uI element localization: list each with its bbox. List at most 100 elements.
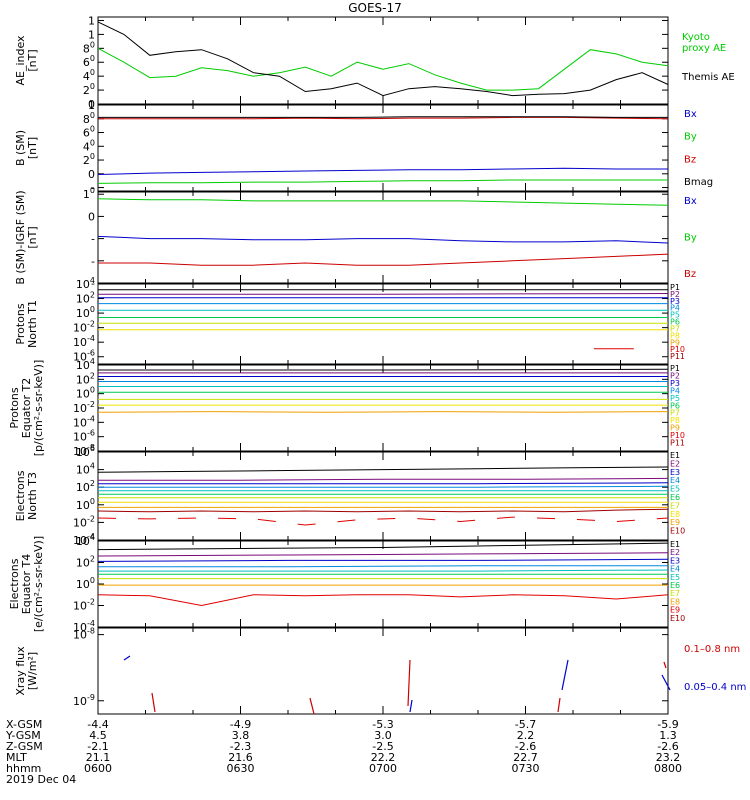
series-line-e3 bbox=[97, 558, 669, 562]
legend-label: P1 bbox=[670, 364, 680, 373]
y-axis-label: B (SM)-IGRF (SM)[nT] bbox=[14, 190, 39, 284]
series-line-bmag bbox=[98, 116, 668, 118]
date-label: 2019 Dec 04 bbox=[6, 773, 76, 786]
series-line-by bbox=[97, 198, 669, 206]
series-line-e1 bbox=[97, 466, 669, 473]
y-tick-label: - bbox=[91, 255, 95, 268]
series-line-e2 bbox=[97, 552, 669, 557]
y-tick-label: 10-6 bbox=[73, 429, 95, 444]
series-line-bz bbox=[98, 116, 669, 120]
xray-segment bbox=[561, 659, 569, 691]
y-tick-label: 102 bbox=[76, 291, 95, 306]
y-axis-label: AE_index[nT] bbox=[14, 35, 39, 86]
x-axis-value: -4.4 bbox=[87, 718, 108, 731]
x-axis-value: 0730 bbox=[512, 762, 540, 775]
x-axis-value: 0800 bbox=[654, 762, 682, 775]
panel-frame bbox=[97, 364, 669, 452]
series-line-p1 bbox=[98, 368, 669, 371]
legend-label: P1 bbox=[670, 283, 680, 292]
y-tick-label: 10-4 bbox=[73, 414, 95, 429]
series-line-e9 bbox=[97, 594, 669, 607]
y-tick-label: 10-2 bbox=[73, 320, 95, 335]
legend-label: proxy AE bbox=[682, 43, 726, 54]
legend-label: Themis AE bbox=[681, 72, 735, 83]
y-tick-label: 60 bbox=[83, 54, 95, 69]
x-axis-value: 23.2 bbox=[656, 751, 681, 764]
series-line-by bbox=[97, 179, 668, 184]
x-axis-value: -5.7 bbox=[515, 718, 536, 731]
x-axis-value: 1.3 bbox=[659, 729, 677, 742]
series-line-e10 bbox=[97, 508, 669, 513]
legend-label: P4 bbox=[670, 304, 680, 313]
x-axis-value: -5.3 bbox=[372, 718, 393, 731]
y-axis-label: Xray flux[W/m²] bbox=[14, 646, 39, 696]
legend-label: E1 bbox=[670, 451, 680, 460]
y-tick-label: 10-4 bbox=[73, 334, 95, 349]
legend-label: E3 bbox=[670, 468, 680, 477]
legend-label: E6 bbox=[670, 581, 680, 590]
legend-label: E8 bbox=[670, 510, 680, 519]
series-line-e1 bbox=[97, 542, 669, 551]
legend-label: E4 bbox=[670, 476, 680, 485]
y-tick-label: 10 bbox=[83, 186, 95, 201]
series-line-e3 bbox=[98, 482, 669, 485]
y-tick-label: 0 bbox=[88, 98, 95, 111]
legend-label: Bz bbox=[684, 154, 696, 165]
y-tick-label: 10-9 bbox=[73, 693, 95, 708]
xray-segment bbox=[663, 661, 667, 669]
legend-label: P8 bbox=[670, 331, 680, 340]
panel-8: 10-8 10-9 Xray flux[W/m²] 0.1–0.8 nm 0.05–0.… bbox=[14, 627, 746, 715]
legend-label: P6 bbox=[670, 318, 680, 327]
legend-label: P10 bbox=[670, 345, 685, 354]
y-tick-label: 104 bbox=[76, 533, 95, 548]
y-tick-label: 10-2 bbox=[73, 598, 95, 613]
panel-5: 10410210010-210-410-610-8ProtonsEquator … bbox=[8, 357, 685, 458]
panel-frame bbox=[97, 540, 669, 628]
y-tick-label: 1 bbox=[88, 28, 95, 41]
legend-label: Bx bbox=[684, 196, 697, 207]
legend-label: E9 bbox=[670, 606, 680, 615]
legend-label: E5 bbox=[670, 573, 680, 582]
legend-label: P6 bbox=[670, 401, 680, 410]
x-axis-row-label: X-GSM bbox=[6, 718, 42, 731]
y-tick-label: 10-8 bbox=[73, 627, 95, 642]
series-line-e2 bbox=[98, 477, 669, 481]
y-tick-label: 102 bbox=[76, 555, 95, 570]
x-axis-value: -2.3 bbox=[230, 740, 251, 753]
legend-label: E2 bbox=[670, 548, 680, 557]
legend-label: P8 bbox=[670, 416, 680, 425]
y-tick-label: 0 bbox=[88, 168, 95, 181]
legend-label: P9 bbox=[670, 424, 680, 433]
x-axis-value: 22.2 bbox=[371, 751, 396, 764]
legend-label: E10 bbox=[670, 614, 685, 623]
legend-label: 0.1–0.8 nm bbox=[684, 644, 740, 655]
legend-label: P11 bbox=[670, 439, 685, 448]
y-tick-label: 1 bbox=[88, 14, 95, 27]
legend-label: E9 bbox=[670, 518, 680, 527]
legend-label: P3 bbox=[670, 379, 680, 388]
x-axis-value: -2.6 bbox=[515, 740, 536, 753]
legend-label: E7 bbox=[670, 589, 680, 598]
legend-label: P9 bbox=[670, 338, 680, 347]
legend-label: By bbox=[684, 132, 697, 143]
y-tick-label: 100 bbox=[76, 497, 95, 512]
y-axis-label: ProtonsEquator T2[p/(cm²-s-sr-keV)] bbox=[8, 360, 45, 457]
chart-title: GOES-17 bbox=[348, 1, 402, 15]
xray-segment bbox=[661, 674, 671, 691]
x-axis-value: 3.0 bbox=[374, 729, 392, 742]
x-axis-value: -4.9 bbox=[230, 718, 251, 731]
y-tick-label: 60 bbox=[83, 125, 95, 140]
y-tick-label: 104 bbox=[76, 357, 95, 372]
x-axis-value: 22.7 bbox=[513, 751, 538, 764]
legend-label: P3 bbox=[670, 297, 680, 306]
panel-frame bbox=[97, 627, 669, 715]
y-tick-label: 0 bbox=[88, 210, 95, 223]
panel-frame bbox=[97, 451, 669, 541]
series-line-bz bbox=[98, 253, 669, 266]
y-tick-label: 104 bbox=[76, 462, 95, 477]
